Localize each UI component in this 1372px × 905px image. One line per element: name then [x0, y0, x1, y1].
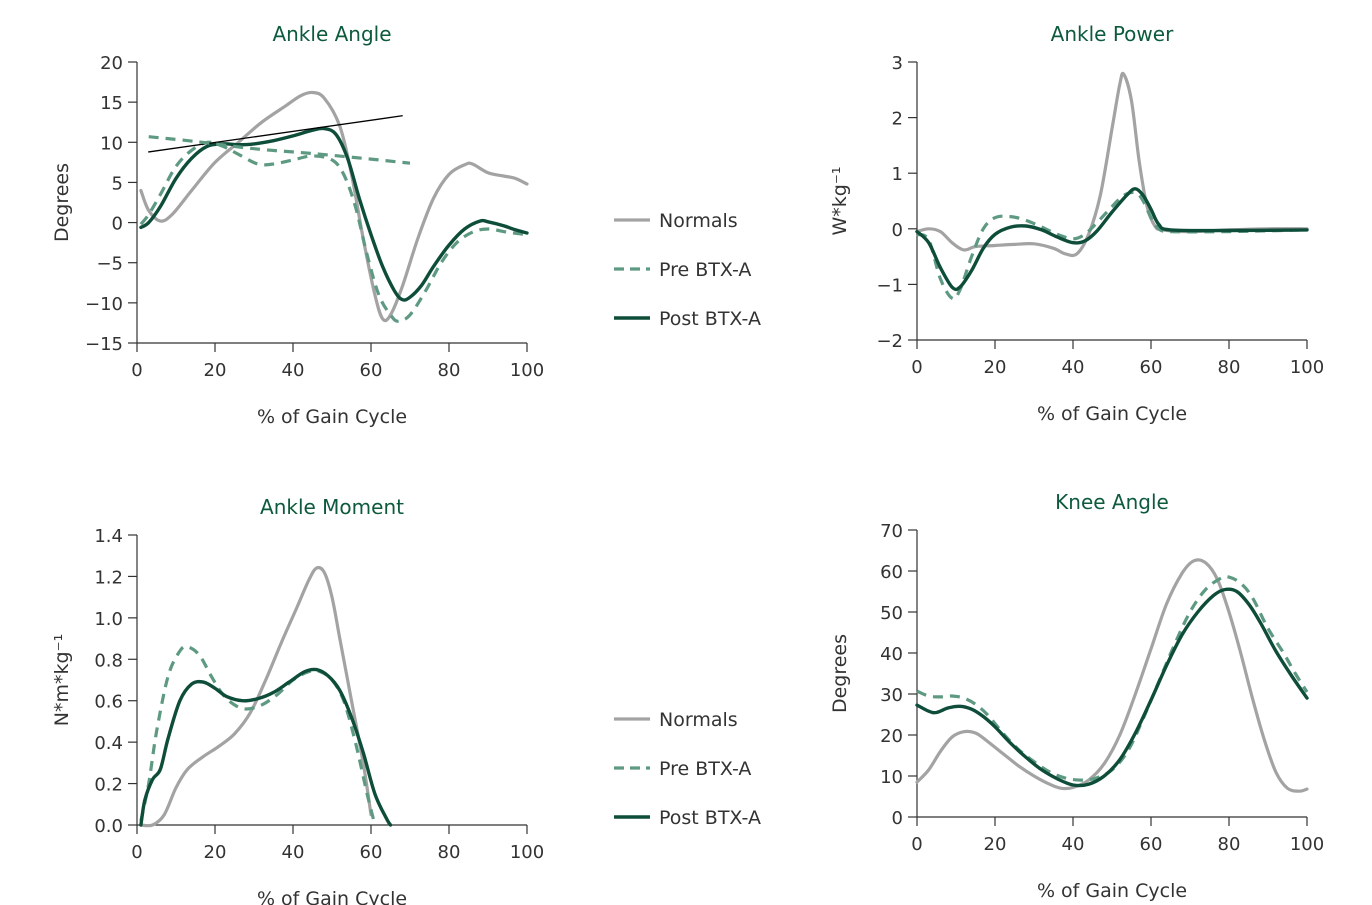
legends-layer: Normals Pre BTX-A Post BTX-A Normals Pre BTX… [614, 210, 761, 829]
x-tick-label: 0 [911, 834, 922, 855]
chart-title: Ankle Power [1051, 22, 1174, 46]
y-tick-label: 50 [880, 603, 903, 624]
x-axis-label: % of Gain Cycle [1037, 880, 1187, 902]
y-tick-label: −10 [85, 294, 123, 315]
x-axis-label: % of Gain Cycle [257, 406, 407, 428]
x-tick-label: 60 [360, 842, 383, 863]
series-line-post-btx-a [915, 187, 1309, 292]
y-tick-label: 40 [880, 644, 903, 665]
series-line-post-btx-a [915, 587, 1309, 788]
legend-label: Pre BTX-A [659, 758, 751, 780]
y-tick-label: 0 [892, 220, 903, 241]
legend-label: Pre BTX-A [659, 259, 751, 281]
series-line-ref-3 [148, 115, 403, 153]
legend-1: Normals Pre BTX-A Post BTX-A [614, 210, 761, 330]
y-tick-label: −15 [85, 334, 123, 355]
y-tick-label: 20 [100, 53, 123, 74]
y-tick-label: 10 [100, 133, 123, 154]
y-tick-label: 1.4 [94, 526, 123, 547]
legend-label: Post BTX-A [659, 807, 761, 829]
legend-2: Normals Pre BTX-A Post BTX-A [614, 709, 761, 829]
series-line-normals [915, 558, 1309, 793]
x-tick-label: 20 [984, 834, 1007, 855]
y-axis-label: N*m*kg⁻¹ [51, 634, 73, 726]
x-tick-label: 80 [1218, 834, 1241, 855]
y-axis-label: Degrees [829, 634, 851, 713]
y-tick-label: 1.0 [94, 609, 123, 630]
y-tick-label: −2 [876, 331, 903, 352]
y-tick-label: 10 [880, 767, 903, 788]
chart-panel-2: 3 2 1 0 −1 −2 0 20 40 60 80 100 Ankle Power % of Gain… [829, 22, 1324, 425]
y-tick-label: 1.2 [94, 567, 123, 588]
y-tick-label: 20 [880, 726, 903, 747]
chart-panel-3: 1.4 1.2 1.0 0.8 0.6 0.4 0.2 0.0 0 20 40 60 80 100 Ankl… [51, 495, 544, 905]
series-line-pre-btx-a [139, 140, 528, 323]
x-tick-label: 100 [510, 360, 544, 381]
y-tick-label: 0.2 [94, 775, 123, 796]
series-line-pre-btx-a [916, 190, 1308, 301]
x-tick-label: 20 [204, 360, 227, 381]
x-tick-label: 60 [1140, 357, 1163, 378]
chart-title: Knee Angle [1055, 490, 1169, 514]
y-tick-label: 30 [880, 685, 903, 706]
x-tick-label: 100 [510, 842, 544, 863]
y-tick-label: 2 [892, 109, 903, 130]
legend-label: Post BTX-A [659, 308, 761, 330]
chart-title: Ankle Angle [272, 22, 391, 46]
x-tick-label: 0 [911, 357, 922, 378]
y-axis-label: W*kg⁻¹ [829, 167, 851, 236]
series-line-normals [139, 90, 529, 323]
x-axis-label: % of Gain Cycle [257, 888, 407, 905]
x-tick-label: 100 [1290, 357, 1324, 378]
x-tick-label: 20 [984, 357, 1007, 378]
x-tick-label: 20 [204, 842, 227, 863]
y-tick-label: 0 [112, 214, 123, 235]
x-tick-label: 100 [1290, 834, 1324, 855]
series-line-post-btx-a [139, 126, 529, 302]
x-tick-label: 40 [282, 360, 305, 381]
y-tick-label: −5 [96, 254, 123, 275]
legend-label: Normals [659, 210, 738, 232]
y-tick-label: 0.0 [94, 816, 123, 837]
y-tick-label: 60 [880, 562, 903, 583]
y-tick-label: 3 [892, 53, 903, 74]
x-tick-label: 80 [438, 842, 461, 863]
chart-title: Ankle Moment [260, 495, 404, 519]
y-tick-label: −1 [876, 275, 903, 296]
y-axis-label: Degrees [51, 163, 73, 242]
x-tick-label: 0 [131, 360, 142, 381]
y-tick-label: 70 [880, 521, 903, 542]
x-tick-label: 0 [131, 842, 142, 863]
y-tick-label: 0 [892, 808, 903, 829]
x-tick-label: 40 [1062, 357, 1085, 378]
y-tick-label: 0.8 [94, 650, 123, 671]
x-tick-label: 60 [360, 360, 383, 381]
legend-label: Normals [659, 709, 738, 731]
series-line-post-btx-a [139, 667, 393, 827]
x-tick-label: 40 [1062, 834, 1085, 855]
x-axis-label: % of Gain Cycle [1037, 403, 1187, 425]
x-tick-label: 80 [1218, 357, 1241, 378]
y-tick-label: 0.6 [94, 692, 123, 713]
chart-panel-1: 20 15 10 5 0 −5 −10 −15 0 20 40 60 80 100 Ankle Angle%… [51, 22, 544, 428]
y-tick-label: 1 [892, 164, 903, 185]
series-line-pre-4 [148, 135, 411, 165]
y-tick-label: 5 [112, 173, 123, 194]
series-line-pre-btx-a [139, 644, 377, 826]
y-tick-label: 0.4 [94, 733, 123, 754]
y-tick-label: 15 [100, 93, 123, 114]
series-line-normals [915, 71, 1309, 258]
x-tick-label: 40 [282, 842, 305, 863]
x-tick-label: 60 [1140, 834, 1163, 855]
series-line-normals [139, 565, 373, 828]
x-tick-label: 80 [438, 360, 461, 381]
